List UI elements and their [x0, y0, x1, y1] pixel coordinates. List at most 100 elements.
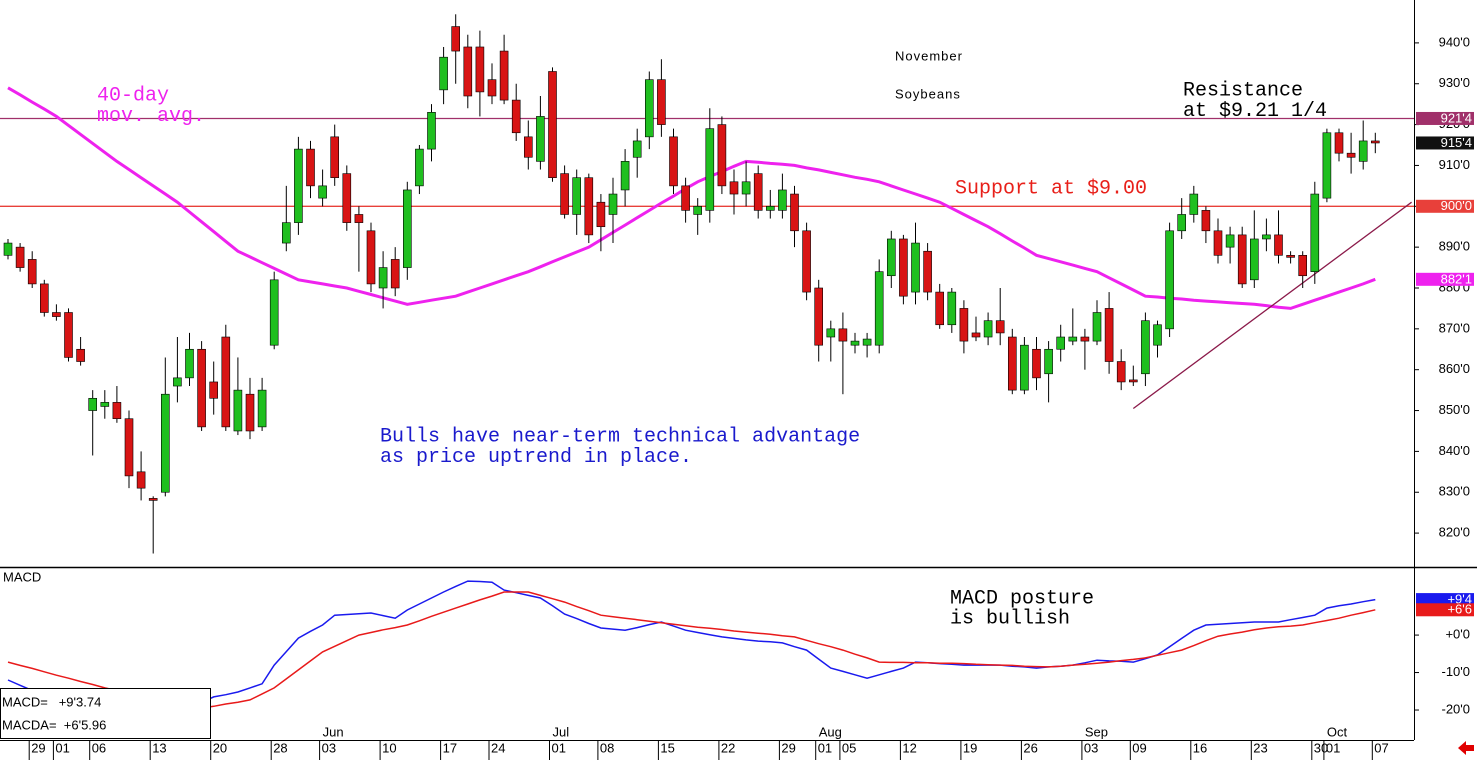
- candle-body: [342, 173, 352, 223]
- scroll-arrow[interactable]: [1458, 741, 1474, 755]
- candle-body: [161, 393, 170, 493]
- x-tick-label: 16: [1193, 740, 1207, 755]
- candle-body: [947, 291, 957, 326]
- candle-body: [366, 230, 376, 285]
- candle-body: [1250, 238, 1259, 281]
- x-tick-label: 09: [1132, 740, 1146, 755]
- candle-body: [983, 320, 993, 338]
- x-tick-label: 17: [443, 740, 457, 755]
- y-tick-label: 830'0: [1439, 484, 1470, 499]
- candle-body: [681, 185, 690, 211]
- y-tick-label: 930'0: [1439, 75, 1470, 90]
- candle-body: [1237, 234, 1247, 285]
- candle-body: [1044, 348, 1053, 375]
- candle-body: [124, 418, 134, 477]
- candle-body: [185, 348, 194, 379]
- x-tick-label: 05: [842, 740, 856, 755]
- candle-body: [1020, 344, 1029, 391]
- x-tick-label: 22: [721, 740, 735, 755]
- candle-body: [1371, 140, 1380, 144]
- candle-body: [1032, 348, 1041, 379]
- value-flag-label: 900'0: [1441, 198, 1472, 213]
- candle-body: [294, 148, 303, 223]
- value-flag: [1416, 111, 1474, 125]
- x-tick-label: 19: [963, 740, 977, 755]
- month-label: Jul: [553, 724, 570, 739]
- candle-body: [560, 173, 569, 215]
- x-tick-label: 03: [322, 740, 336, 755]
- y-tick-label: 910'0: [1439, 157, 1470, 172]
- candle-body: [874, 271, 884, 346]
- annotation: 40-day: [97, 84, 169, 107]
- candle-body: [1189, 193, 1199, 215]
- x-tick-label: 23: [1253, 740, 1267, 755]
- candle-body: [1080, 336, 1090, 342]
- candle-body: [584, 177, 594, 236]
- month-label: Sep: [1085, 724, 1108, 739]
- candle-body: [281, 222, 291, 244]
- candle-body: [1201, 210, 1211, 232]
- candle-body: [173, 377, 182, 387]
- annotation: mov. avg.: [97, 105, 205, 128]
- candle-body: [1153, 324, 1162, 346]
- x-tick-label: 06: [92, 740, 106, 755]
- candle-body: [753, 173, 763, 211]
- candle-body: [427, 112, 436, 150]
- candle-body: [644, 79, 654, 138]
- x-tick-label: 10: [382, 740, 396, 755]
- annotation: Bulls have near-term technical advantage: [380, 425, 860, 448]
- annotation: Resistance: [1183, 79, 1303, 102]
- candle-body: [765, 205, 775, 211]
- candle-body: [1141, 320, 1150, 375]
- candle-body: [729, 181, 739, 195]
- candle-body: [257, 389, 267, 428]
- value-flag: [1416, 136, 1474, 150]
- candle-body: [306, 148, 315, 187]
- candle-body: [850, 340, 860, 346]
- candle-body: [1092, 312, 1102, 342]
- x-tick-label: 24: [491, 740, 505, 755]
- candle-body: [1358, 140, 1368, 162]
- candle-body: [233, 389, 243, 432]
- candle-body: [1104, 308, 1114, 362]
- candle-body: [790, 193, 799, 232]
- candle-body: [572, 177, 582, 215]
- plot: 940'0930'0920'0910'0900'0890'0880'0870'0…: [0, 14, 1474, 760]
- month-label: Jun: [323, 724, 344, 739]
- trend-line: [1132, 201, 1412, 410]
- candle-body: [1310, 193, 1320, 272]
- candle-body: [1274, 234, 1283, 256]
- x-tick-label: 08: [600, 740, 614, 755]
- candle-body: [1334, 132, 1344, 154]
- candle-body: [439, 56, 448, 91]
- x-tick-label: 12: [902, 740, 916, 755]
- candle-body: [487, 79, 497, 97]
- candle-body: [39, 283, 49, 313]
- candle-body: [778, 189, 787, 211]
- candle-body: [1056, 336, 1065, 350]
- candle-body: [741, 181, 751, 195]
- candle-body: [548, 71, 557, 178]
- candle-body: [378, 267, 388, 289]
- macd-readout: MACD= +9'3.74: [2, 694, 101, 709]
- x-tick-label: 15: [660, 740, 674, 755]
- candle-body: [1262, 234, 1271, 240]
- candle-body: [88, 397, 97, 411]
- value-flag-label: +6'6: [1447, 602, 1472, 617]
- candle-body: [1007, 336, 1017, 391]
- candle-body: [911, 242, 920, 293]
- value-flag: [1416, 603, 1474, 617]
- annotation: as price uptrend in place.: [380, 446, 692, 469]
- candle-body: [1068, 336, 1078, 342]
- x-tick-label: 28: [273, 740, 287, 755]
- value-flag-label: 882'1: [1441, 271, 1472, 286]
- candle-body: [838, 328, 848, 342]
- candle-body: [415, 148, 424, 187]
- candle-body: [318, 185, 327, 199]
- y-tick-label: 890'0: [1439, 239, 1470, 254]
- candle-body: [390, 259, 400, 289]
- candle-body: [669, 136, 678, 187]
- annotation: MACD posture: [950, 587, 1094, 610]
- annotation: Support at $9.00: [955, 177, 1147, 200]
- x-tick-label: 01: [552, 740, 566, 755]
